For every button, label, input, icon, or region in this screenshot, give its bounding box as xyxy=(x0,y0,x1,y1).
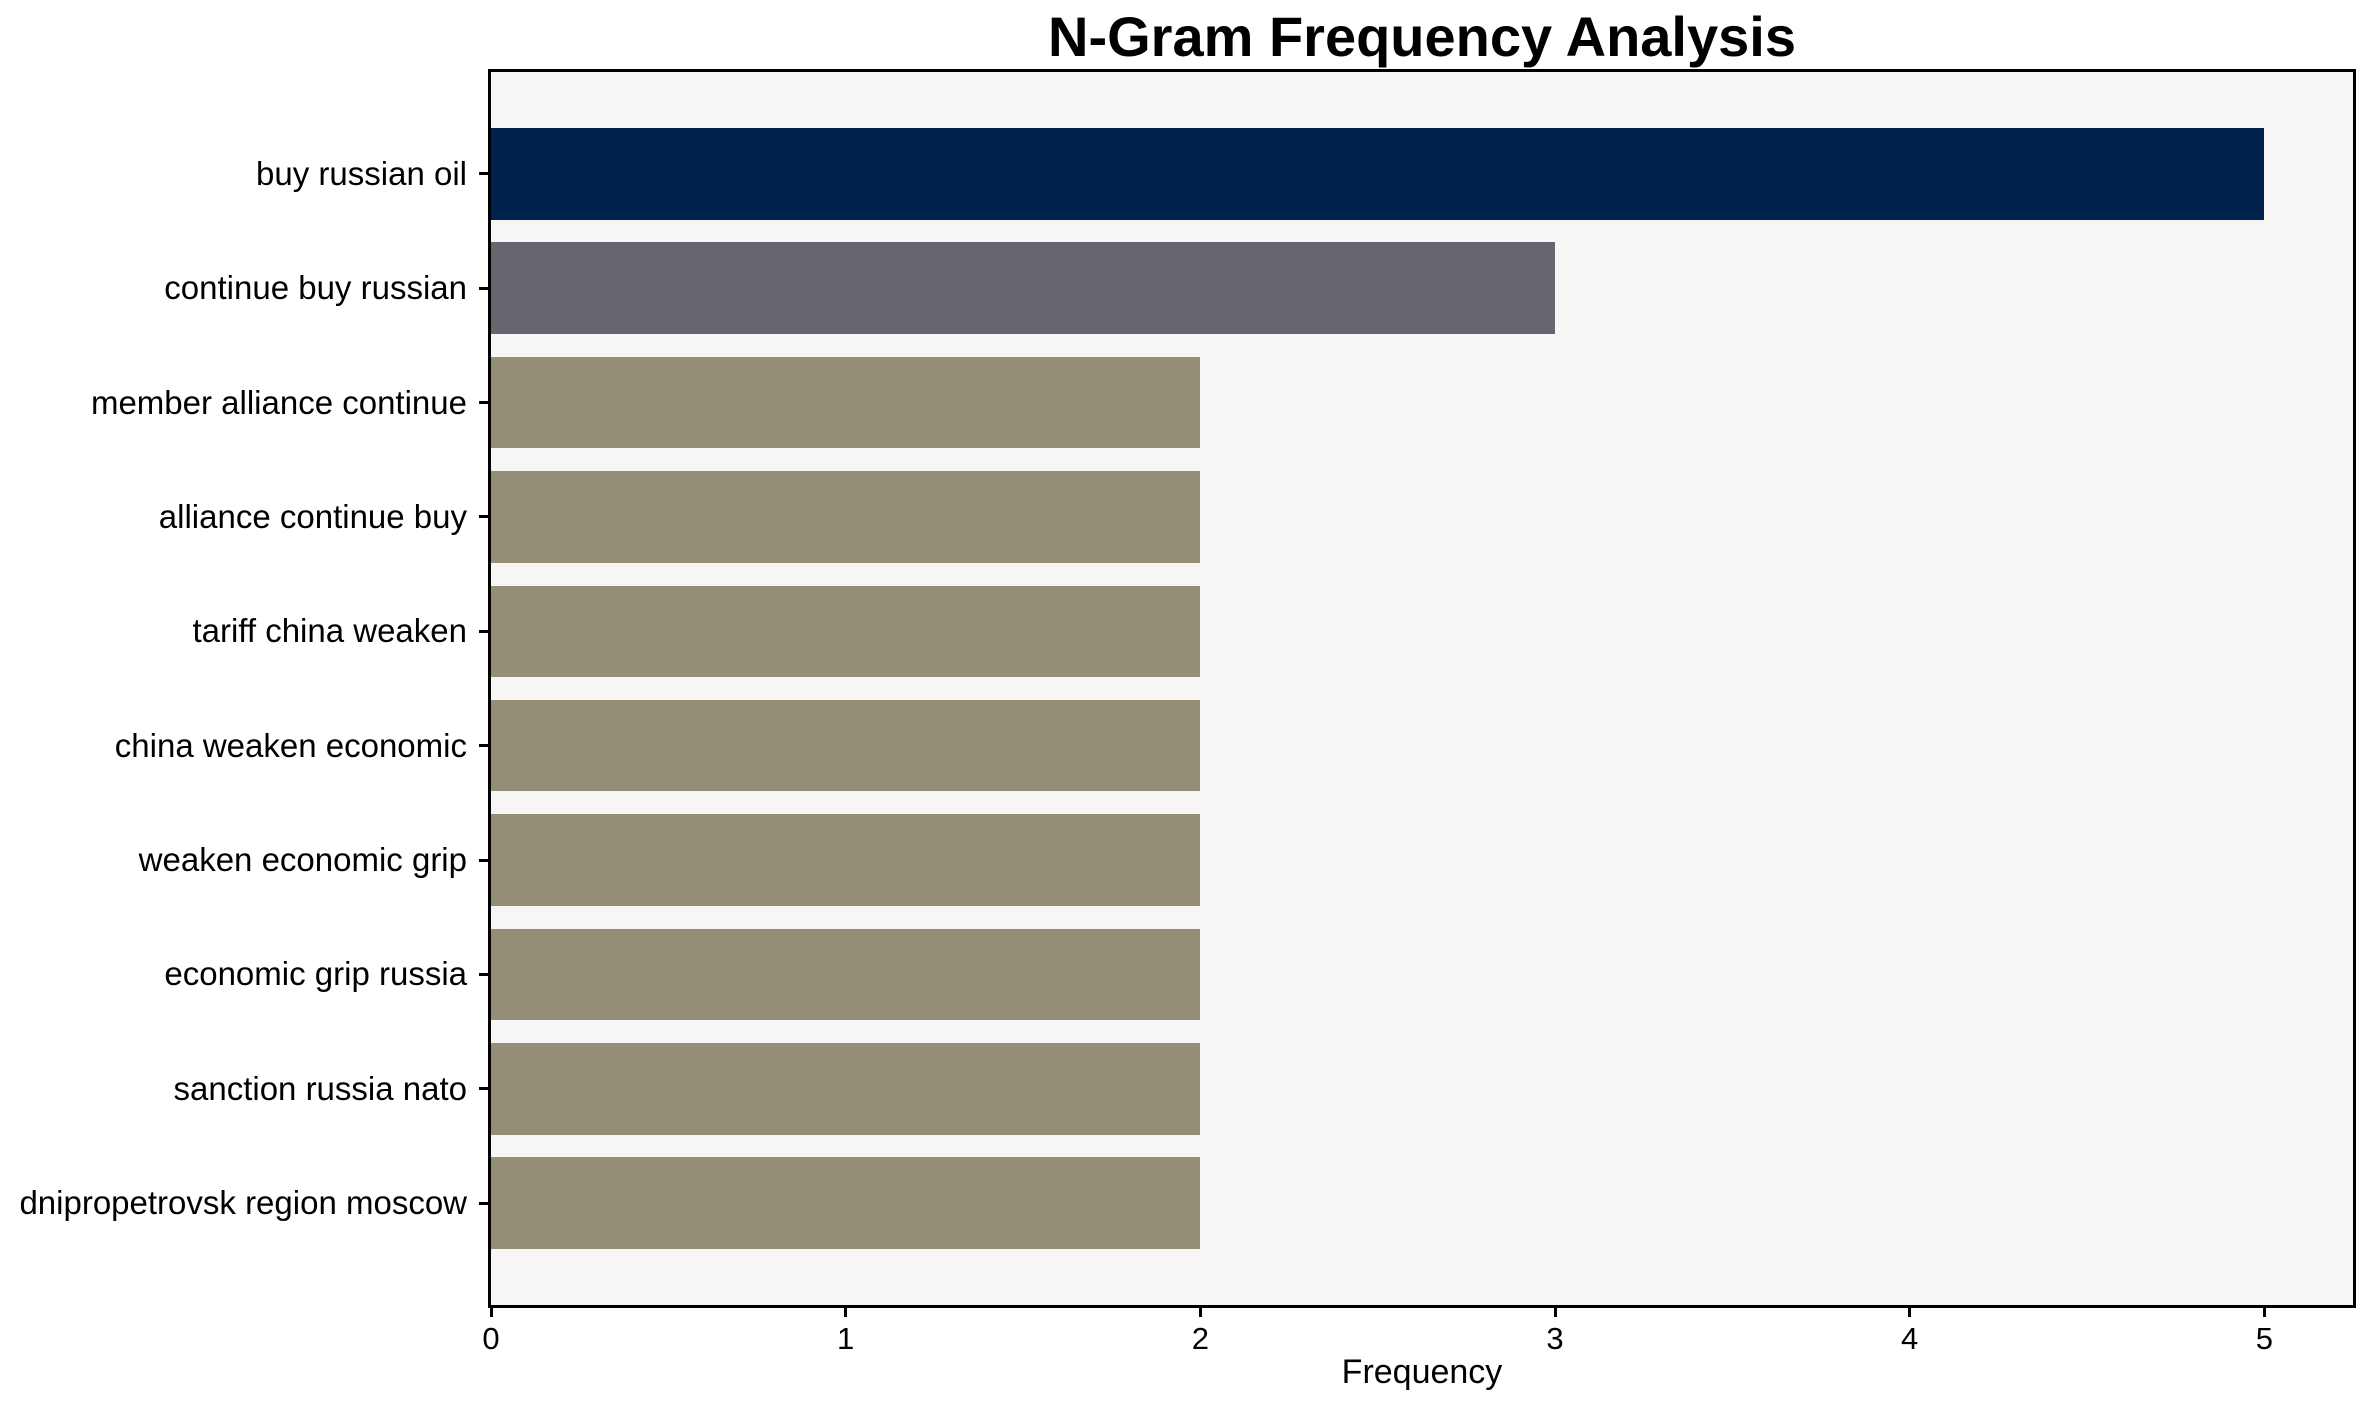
y-tick xyxy=(479,629,491,633)
bar xyxy=(491,699,1201,792)
y-tick-label: continue buy russian xyxy=(164,269,467,307)
bar xyxy=(491,128,2265,220)
y-tick xyxy=(479,515,491,519)
y-tick xyxy=(479,286,491,290)
y-tick xyxy=(479,858,491,862)
x-tick-label: 2 xyxy=(1191,1321,1209,1356)
bar xyxy=(491,471,1201,563)
chart-title: N-Gram Frequency Analysis xyxy=(1048,5,1796,68)
bar xyxy=(491,1043,1201,1135)
bar xyxy=(491,814,1201,906)
y-tick-label: tariff china weaken xyxy=(192,612,467,650)
bar xyxy=(491,242,1555,334)
y-tick xyxy=(479,744,491,748)
y-tick-label: alliance continue buy xyxy=(158,497,467,535)
x-tick xyxy=(1908,1305,1912,1317)
y-tick-label: dnipropetrovsk region moscow xyxy=(19,1184,467,1222)
x-tick xyxy=(1198,1305,1202,1317)
y-tick xyxy=(479,1201,491,1205)
y-tick xyxy=(479,1087,491,1091)
x-tick-label: 3 xyxy=(1546,1321,1564,1356)
x-tick-label: 4 xyxy=(1901,1321,1919,1356)
y-tick-label: buy russian oil xyxy=(256,154,467,192)
bar xyxy=(491,1157,1201,1249)
x-tick-label: 0 xyxy=(482,1321,500,1356)
y-tick-label: china weaken economic xyxy=(114,726,467,764)
y-tick-label: member alliance continue xyxy=(90,383,467,421)
bar xyxy=(491,356,1201,449)
y-tick xyxy=(479,172,491,176)
y-tick xyxy=(479,401,491,405)
x-axis-label: Frequency xyxy=(1341,1353,1503,1391)
x-tick xyxy=(844,1305,848,1317)
bar xyxy=(491,585,1201,678)
y-tick-label: economic grip russia xyxy=(164,955,467,993)
y-tick-label: weaken economic grip xyxy=(138,841,467,879)
x-tick xyxy=(489,1305,493,1317)
x-tick xyxy=(2262,1305,2266,1317)
y-tick xyxy=(479,972,491,976)
y-tick-label: sanction russia nato xyxy=(173,1069,467,1107)
x-tick-label: 1 xyxy=(837,1321,855,1356)
bar xyxy=(491,928,1201,1021)
x-tick xyxy=(1553,1305,1557,1317)
x-tick-label: 5 xyxy=(2255,1321,2273,1356)
